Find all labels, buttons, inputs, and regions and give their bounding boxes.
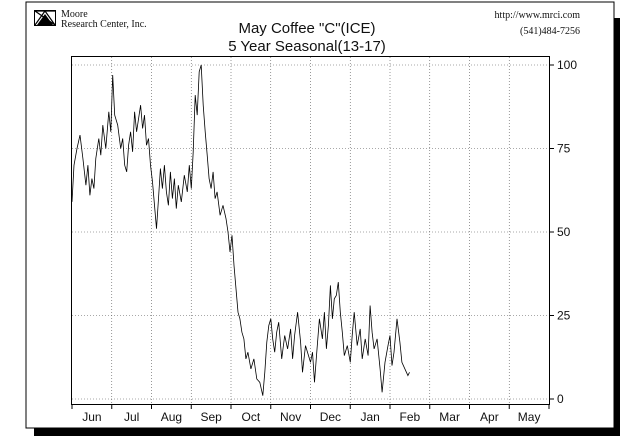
axes: 0 25 50 75 100 Jun Jul Aug Sep Oct Nov Dec Jan Feb Mar… [71, 58, 577, 424]
phone-number: (541)484-7256 [520, 26, 580, 37]
chart-title: May Coffee "C"(ICE) [238, 20, 376, 37]
website-link[interactable]: http://www.mrci.com [494, 10, 580, 21]
company-name: Moore Research Center, Inc. [61, 10, 147, 30]
y-tick-label: 100 [557, 58, 577, 72]
company-line1: Moore [61, 9, 88, 20]
x-tick-label: Jul [124, 410, 139, 424]
y-tick-label: 0 [557, 392, 564, 406]
x-tick-label: Feb [400, 410, 421, 424]
x-tick-label: Dec [320, 410, 341, 424]
contact-info: http://www.mrci.com (541)484-7256 [495, 8, 580, 40]
chart-subtitle: 5 Year Seasonal(13-17) [228, 38, 386, 55]
seasonal-price-line [71, 64, 410, 396]
y-tick-label: 25 [557, 309, 571, 323]
x-tick-label: Aug [161, 410, 182, 424]
x-tick-label: May [518, 410, 541, 424]
x-tick-label: Mar [439, 410, 460, 424]
x-tick-label: Sep [200, 410, 222, 424]
brand-block: Moore Research Center, Inc. [34, 10, 147, 30]
y-tick-label: 50 [557, 225, 571, 239]
x-tick-label: Nov [280, 410, 301, 424]
x-tick-label: Jan [360, 410, 379, 424]
x-tick-label: Oct [242, 410, 261, 424]
x-tick-label: Apr [480, 410, 499, 424]
x-tick-label: Jun [82, 410, 101, 424]
mrci-logo-icon [34, 10, 56, 26]
company-line2: Research Center, Inc. [61, 19, 147, 30]
y-tick-label: 75 [557, 142, 571, 156]
